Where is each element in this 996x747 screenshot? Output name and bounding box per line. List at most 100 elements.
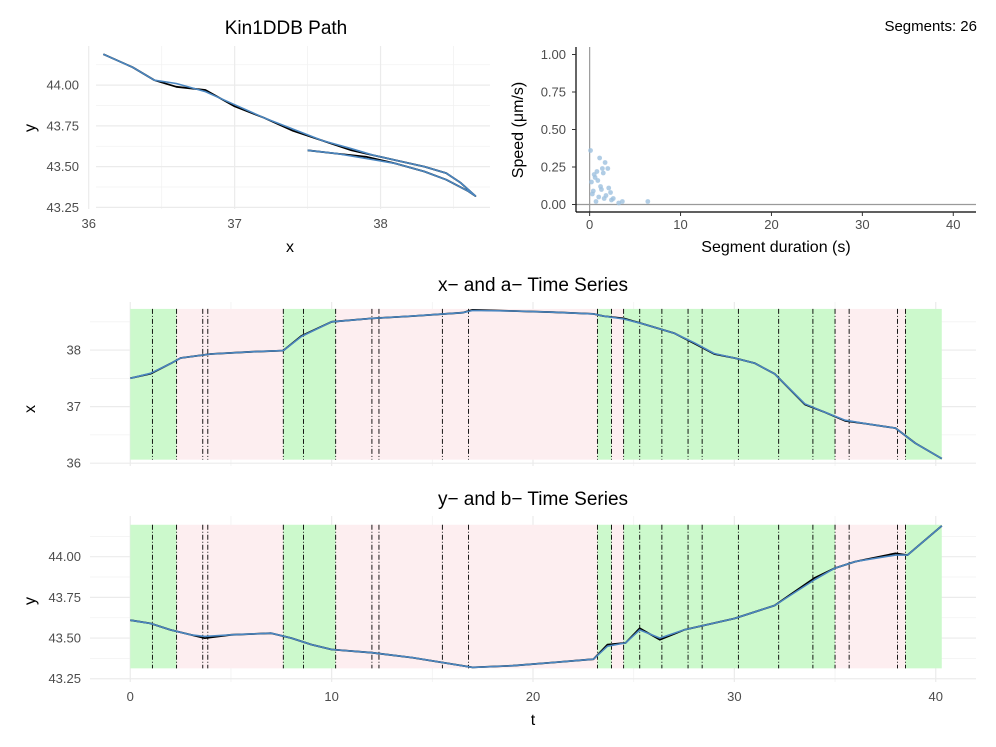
yts-segment-band bbox=[283, 524, 304, 669]
speed-point bbox=[599, 187, 604, 192]
yts-segment-band bbox=[207, 524, 284, 669]
yts-x-tick-label: 10 bbox=[324, 689, 338, 704]
yts-x-tick-label: 0 bbox=[127, 689, 134, 704]
x-time-series-panel: x− and a− Time Series 36 37 38 x bbox=[22, 275, 976, 471]
speed-point bbox=[608, 190, 613, 195]
yts-segment-band bbox=[597, 524, 612, 669]
yts-segment-band bbox=[152, 524, 177, 669]
yts-segment-band bbox=[202, 524, 208, 669]
speed-point bbox=[596, 194, 602, 200]
yts-segment-band bbox=[702, 524, 739, 669]
yts-segment-band bbox=[661, 524, 689, 669]
xts-segment-band bbox=[688, 308, 703, 460]
yts-y-tick-label: 43.50 bbox=[48, 631, 81, 646]
xts-segment-band bbox=[702, 308, 739, 460]
speed-point bbox=[589, 179, 594, 185]
yts-segment-band bbox=[849, 524, 898, 669]
yts-smoothed-line bbox=[130, 525, 943, 669]
yts-x-tick-label: 40 bbox=[928, 689, 942, 704]
speed-y-tick-label: 0.50 bbox=[541, 122, 566, 137]
speed-point bbox=[605, 166, 611, 171]
speed-y-tick-label: 0.75 bbox=[541, 85, 566, 100]
yts-segment-band bbox=[905, 524, 942, 669]
yts-segment-band bbox=[335, 524, 372, 669]
xts-segment-band bbox=[202, 308, 208, 460]
yts-y-tick-label: 43.75 bbox=[48, 590, 81, 605]
xts-segment-band bbox=[639, 308, 662, 460]
xts-segment-band bbox=[152, 308, 177, 460]
speed-point bbox=[595, 178, 601, 183]
xts-smoothed-line bbox=[130, 309, 943, 460]
xts-segment-band bbox=[283, 308, 304, 460]
path-y-tick-label: 43.25 bbox=[46, 200, 79, 215]
speed-point bbox=[593, 199, 599, 204]
yts-segment-band bbox=[623, 524, 640, 669]
speed-panel: Segments: 26 0 10 20 30 40 0.00 0.25 0.50 0.75 1… bbox=[510, 18, 977, 256]
y-time-series-y-axis-label: y bbox=[22, 597, 39, 605]
xts-segment-band bbox=[738, 308, 779, 460]
speed-y-tick-label: 0.25 bbox=[541, 160, 566, 175]
xts-segment-band bbox=[597, 308, 612, 460]
speed-x-tick-label: 30 bbox=[855, 217, 869, 232]
path-raw-line bbox=[102, 53, 477, 197]
path-panel: Kin1DDB Path 36 37 38 43.25 43.50 43.75 44.00… bbox=[22, 18, 490, 256]
path-y-tick-label: 44.00 bbox=[46, 78, 79, 93]
xts-segment-band bbox=[468, 308, 598, 460]
xts-segment-band bbox=[905, 308, 942, 460]
path-x-tick-label: 36 bbox=[81, 216, 95, 231]
path-y-axis-label: y bbox=[22, 124, 39, 132]
xts-segment-band bbox=[335, 308, 372, 460]
xts-segment-band bbox=[176, 308, 203, 460]
speed-point bbox=[609, 197, 614, 203]
xts-segment-band bbox=[812, 308, 836, 460]
xts-y-tick-label: 37 bbox=[67, 399, 81, 414]
path-y-tick-label: 43.50 bbox=[46, 159, 79, 174]
path-smoothed-line bbox=[102, 53, 477, 197]
speed-y-axis-label: Speed (μm/s) bbox=[510, 82, 527, 178]
speed-point bbox=[594, 169, 600, 174]
speed-x-tick-label: 40 bbox=[946, 217, 960, 232]
yts-segment-band bbox=[812, 524, 836, 669]
x-time-series-y-axis-label: x bbox=[22, 405, 39, 413]
xts-segment-band bbox=[835, 308, 850, 460]
yts-segment-band bbox=[688, 524, 703, 669]
yts-segment-band bbox=[371, 524, 379, 669]
xts-segment-band bbox=[623, 308, 640, 460]
xts-segment-band bbox=[849, 308, 898, 460]
yts-segment-band bbox=[130, 524, 153, 669]
path-y-tick-label: 43.75 bbox=[46, 118, 79, 133]
xts-segment-band bbox=[897, 308, 906, 460]
xts-segment-band bbox=[371, 308, 379, 460]
y-time-series-panel: y− and b− Time Series 0 10 20 30 40 43.25 43.… bbox=[22, 489, 976, 729]
xts-y-tick-label: 36 bbox=[67, 456, 81, 471]
xts-segment-band bbox=[303, 308, 336, 460]
speed-x-tick-label: 0 bbox=[586, 217, 593, 232]
speed-point bbox=[600, 170, 606, 176]
yts-segment-band bbox=[378, 524, 443, 669]
speed-point bbox=[606, 185, 612, 191]
speed-y-tick-label: 0.00 bbox=[541, 197, 566, 212]
speed-point bbox=[597, 155, 603, 161]
speed-point bbox=[590, 188, 596, 194]
yts-segment-band bbox=[639, 524, 662, 669]
xts-segment-band bbox=[611, 308, 624, 460]
xts-segment-band bbox=[130, 308, 153, 460]
path-x-tick-label: 37 bbox=[227, 216, 241, 231]
speed-point bbox=[599, 166, 605, 171]
yts-segment-band bbox=[738, 524, 779, 669]
yts-segment-band bbox=[897, 524, 906, 669]
speed-x-axis-label: Segment duration (s) bbox=[701, 239, 850, 256]
path-title: Kin1DDB Path bbox=[225, 18, 348, 39]
y-time-series-title: y− and b− Time Series bbox=[438, 489, 628, 510]
xts-segment-band bbox=[442, 308, 469, 460]
speed-y-tick-label: 1.00 bbox=[541, 47, 566, 62]
xts-segment-band bbox=[378, 308, 443, 460]
yts-segment-band bbox=[442, 524, 469, 669]
yts-segment-band bbox=[778, 524, 813, 669]
yts-segment-band bbox=[176, 524, 203, 669]
speed-x-tick-label: 20 bbox=[764, 217, 778, 232]
speed-point bbox=[602, 160, 608, 165]
path-x-axis-label: x bbox=[286, 239, 294, 256]
speed-point bbox=[588, 148, 593, 153]
